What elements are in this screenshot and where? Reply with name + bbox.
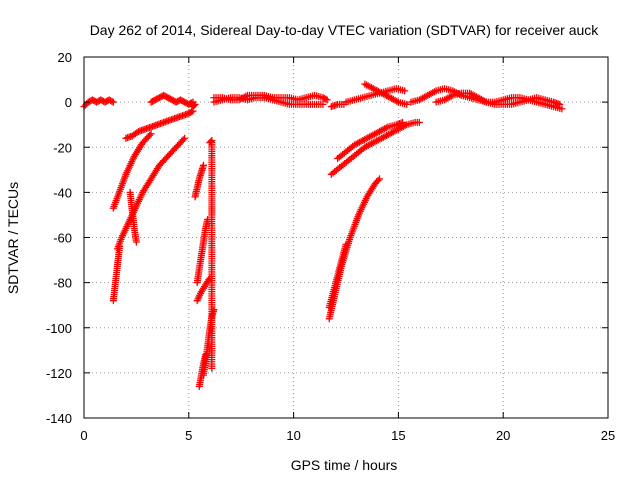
y-tick-label: -100: [46, 321, 72, 336]
data-point: [558, 105, 566, 113]
x-tick-label: 15: [391, 428, 405, 443]
data-point: [430, 88, 438, 96]
series-arc-14: [206, 136, 216, 372]
series-arc-20: [334, 118, 407, 163]
data-point: [374, 176, 382, 184]
data-point: [556, 100, 564, 108]
series-arc-04: [114, 134, 189, 253]
data-point: [322, 95, 330, 103]
data-point: [109, 98, 117, 106]
data-point: [190, 102, 198, 110]
data-point: [191, 100, 199, 108]
data-point: [179, 136, 187, 144]
data-point: [207, 138, 215, 146]
data-point: [181, 134, 189, 142]
x-axis-label: GPS time / hours: [291, 457, 398, 473]
series-arc-05: [122, 107, 197, 142]
series-arc-08: [187, 99, 199, 111]
data-point: [319, 100, 327, 108]
series-arc-09: [191, 161, 207, 201]
series-arc-25: [432, 89, 564, 108]
data-point: [146, 131, 154, 139]
series-arc-11: [193, 274, 214, 305]
y-tick-label: -80: [53, 276, 72, 291]
series-arc-18: [325, 240, 350, 311]
data-point: [376, 175, 384, 183]
series-arc-10: [193, 215, 212, 287]
y-tick-label: 20: [58, 50, 72, 65]
data-point: [382, 124, 390, 132]
data-point: [393, 97, 401, 105]
y-tick-label: -60: [53, 231, 72, 246]
data-point: [147, 130, 155, 138]
grid-layer: [84, 57, 608, 418]
data-point: [323, 96, 331, 104]
y-tick-label: -140: [46, 411, 72, 426]
x-tick-label: 5: [185, 428, 192, 443]
y-tick-label: -20: [53, 140, 72, 155]
tick-label-layer: 0 5 10 15 20 25 20 0 -20 -40 -60 -80 -100 -120 -140: [46, 50, 615, 443]
y-tick-label: -120: [46, 366, 72, 381]
series-arc-06: [126, 188, 140, 246]
marks-layer: [80, 80, 566, 390]
data-point: [188, 108, 196, 116]
axes-layer: [83, 56, 609, 419]
data-point: [399, 118, 407, 126]
data-point: [481, 97, 489, 105]
y-tick-label: -40: [53, 185, 72, 200]
series-arc-02: [109, 243, 124, 305]
data-point: [208, 364, 216, 372]
data-point: [108, 97, 116, 105]
data-point: [403, 100, 411, 108]
series-arc-22: [361, 80, 411, 108]
x-tick-label: 20: [496, 428, 510, 443]
data-point: [342, 240, 350, 248]
x-tick-label: 0: [80, 428, 87, 443]
data-point: [401, 87, 409, 95]
series-arc-19: [327, 118, 423, 178]
data-point: [132, 238, 140, 246]
y-tick-label: 0: [65, 95, 72, 110]
plot-frame: [83, 56, 609, 419]
series-arc-23: [327, 100, 348, 111]
data-point: [340, 100, 348, 108]
y-axis-label: SDTVAR / TECUs: [5, 182, 21, 294]
x-tick-label: 25: [601, 428, 615, 443]
data-point: [415, 118, 423, 126]
chart-title: Day 262 of 2014, Sidereal Day-to-day VTE…: [90, 22, 600, 38]
data-point: [447, 92, 455, 100]
series-arc-16: [210, 91, 331, 104]
series-arc-03: [109, 130, 155, 212]
data-point: [199, 161, 207, 169]
series-arc-01: [80, 96, 117, 111]
x-tick-label: 10: [286, 428, 300, 443]
data-point: [242, 92, 250, 100]
